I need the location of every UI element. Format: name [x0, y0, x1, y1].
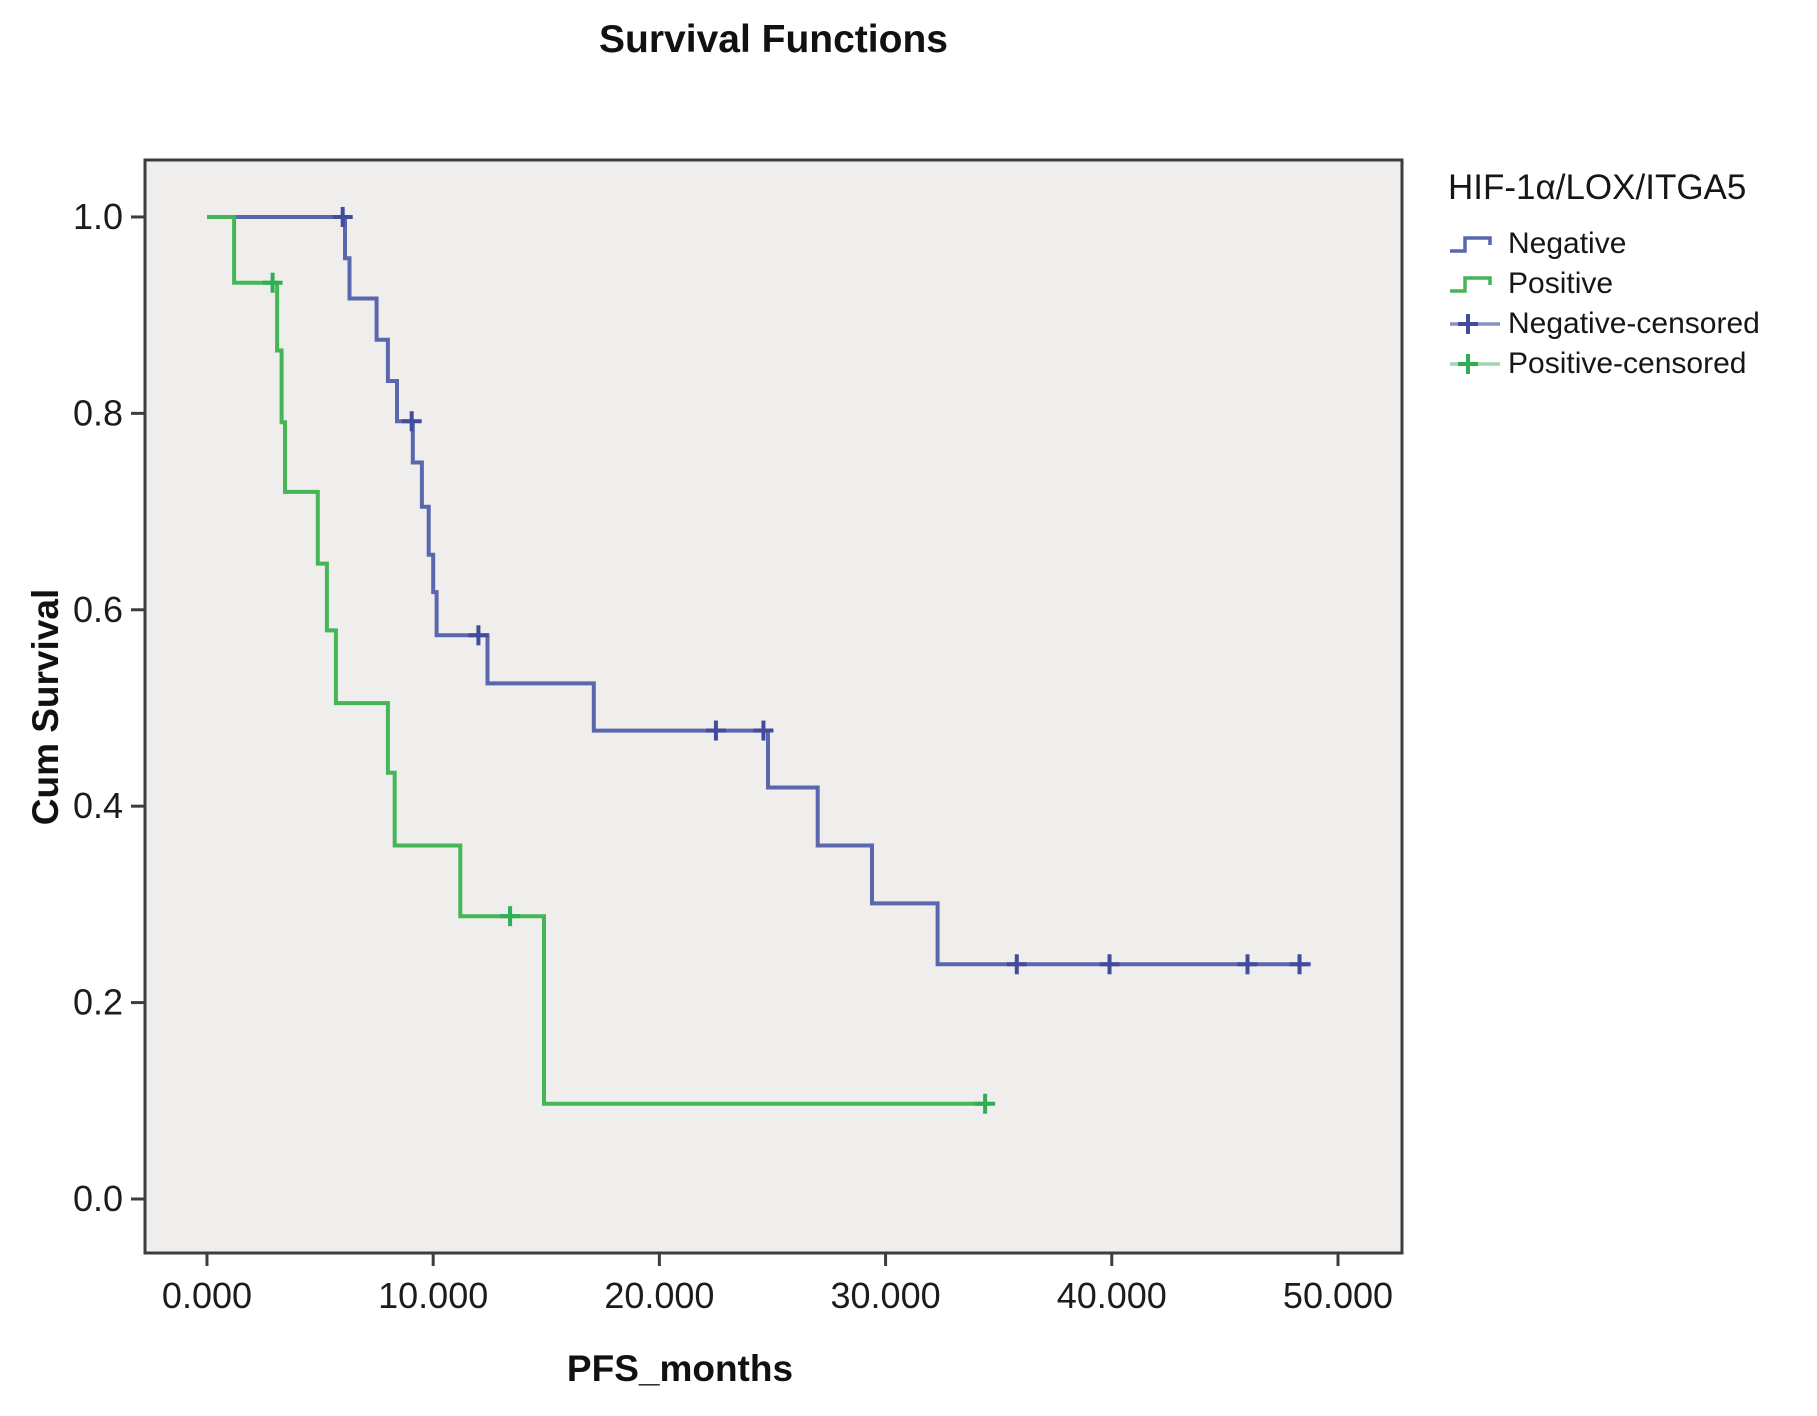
- svg-text:1.0: 1.0: [73, 196, 123, 237]
- x-axis-title: PFS_months: [566, 1348, 794, 1389]
- legend-item-negative-censored: Negative-censored: [1448, 304, 1808, 344]
- y-axis-ticks: 0.0 0.2 0.4 0.6 0.8 1.0: [73, 196, 145, 1219]
- legend-label: Negative: [1508, 227, 1627, 260]
- svg-text:20.000: 20.000: [604, 1275, 714, 1316]
- svg-text:0.2: 0.2: [73, 982, 123, 1023]
- negative-curve: [207, 215, 1311, 967]
- plot-frame: [143, 158, 1404, 1255]
- legend-item-positive: Positive: [1448, 264, 1808, 304]
- legend-item-negative: Negative: [1448, 224, 1808, 264]
- svg-text:0.8: 0.8: [73, 392, 123, 433]
- svg-text:0.0: 0.0: [73, 1178, 123, 1219]
- svg-text:50.000: 50.000: [1283, 1275, 1393, 1316]
- svg-text:40.000: 40.000: [1057, 1275, 1167, 1316]
- svg-text:10.000: 10.000: [378, 1275, 488, 1316]
- chart-title: Survival Functions: [599, 18, 948, 61]
- svg-text:30.000: 30.000: [831, 1275, 941, 1316]
- plot-area: [145, 160, 1402, 1253]
- svg-text:0.000: 0.000: [162, 1275, 252, 1316]
- legend-label: Negative-censored: [1508, 307, 1760, 340]
- y-axis-title: Cum Survival: [25, 588, 66, 826]
- legend-item-positive-censored: Positive-censored: [1448, 344, 1808, 384]
- x-axis-ticks: 0.000 10.000 20.000 30.000 40.000 50.000: [162, 1253, 1393, 1316]
- positive-curve: [207, 215, 990, 1106]
- positive-censor-marks: [262, 272, 996, 1114]
- negative-censored-swatch-icon: [1450, 314, 1500, 334]
- positive-censored-swatch-icon: [1450, 354, 1500, 374]
- positive-step-swatch-icon: [1450, 276, 1492, 293]
- legend: HIF-1α/LOX/ITGA5 Negative Positive Negat…: [1448, 168, 1808, 384]
- legend-title: HIF-1α/LOX/ITGA5: [1448, 168, 1747, 207]
- svg-text:0.4: 0.4: [73, 785, 123, 826]
- negative-censor-marks: [332, 206, 1310, 975]
- svg-text:0.6: 0.6: [73, 589, 123, 630]
- negative-step-swatch-icon: [1450, 236, 1492, 253]
- legend-label: Positive-censored: [1508, 347, 1747, 380]
- legend-label: Positive: [1508, 267, 1614, 300]
